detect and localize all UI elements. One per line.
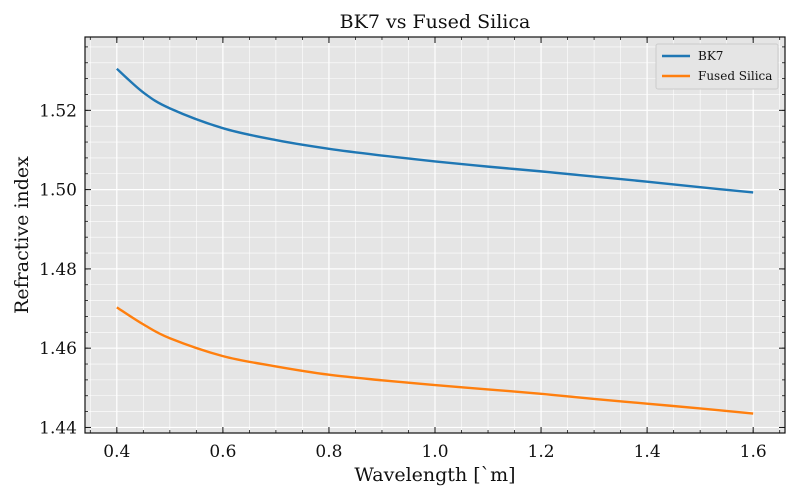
y-tick-label: 1.44 xyxy=(39,418,77,438)
legend: BK7 Fused Silica xyxy=(655,43,779,90)
series-layer xyxy=(116,67,754,415)
chart-title: BK7 vs Fused Silica xyxy=(340,11,531,33)
legend-label-1: Fused Silica xyxy=(698,69,772,83)
y-axis-label: Refractive index xyxy=(11,156,33,314)
y-tick-label: 1.46 xyxy=(39,339,77,359)
x-tick-label: 0.4 xyxy=(103,442,130,462)
x-tick-label: 1.0 xyxy=(421,442,448,462)
x-tick-label: 0.8 xyxy=(315,442,342,462)
y-tick-label: 1.48 xyxy=(39,260,77,280)
ticks: 0.4 0.6 0.8 1.0 1.2 1.4 1.6 1.44 1.46 1.48 1.50 1.5… xyxy=(39,37,785,462)
x-tick-label: 1.2 xyxy=(528,442,555,462)
y-tick-label: 1.52 xyxy=(39,101,77,121)
series-line-0 xyxy=(116,67,754,194)
series-line-1 xyxy=(116,306,754,415)
y-tick-label: 1.50 xyxy=(39,181,77,201)
x-tick-label: 0.6 xyxy=(209,442,236,462)
legend-label-0: BK7 xyxy=(698,49,723,63)
x-axis-label: Wavelength [`m] xyxy=(354,464,515,486)
x-tick-label: 1.6 xyxy=(740,442,767,462)
x-tick-label: 1.4 xyxy=(634,442,661,462)
